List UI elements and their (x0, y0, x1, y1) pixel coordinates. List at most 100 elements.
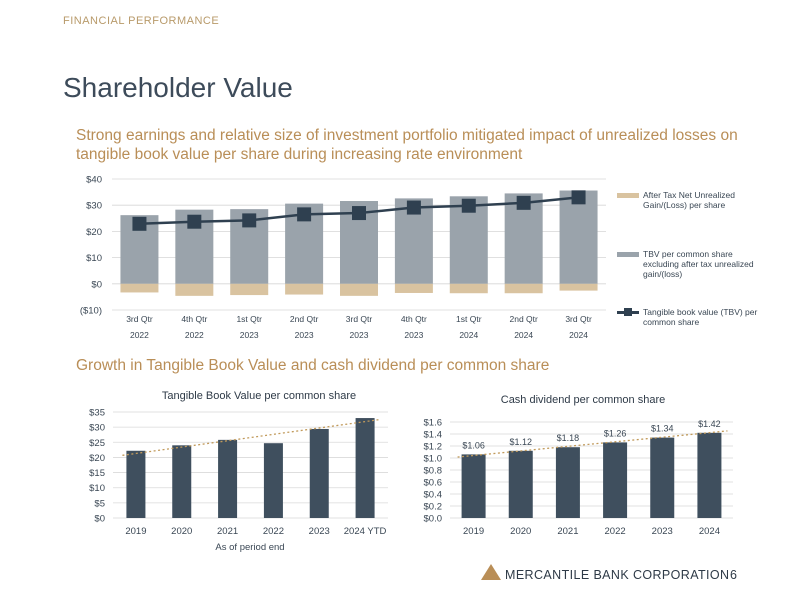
x-tick-label: 2023 (652, 526, 673, 537)
y-tick-label: $0.8 (424, 466, 443, 477)
x-tick-year: 2024 (569, 330, 588, 340)
x-tick-quarter: 3rd Qtr (126, 314, 153, 324)
x-tick-year: 2024 (459, 330, 478, 340)
x-tick-label: 2020 (510, 526, 531, 537)
x-tick-label: 2021 (557, 526, 578, 537)
gain-loss-bar (559, 283, 598, 291)
legend-swatch-tbv-ex (617, 252, 639, 257)
y-tick-label: $0 (94, 514, 105, 525)
y-tick-label: $10 (89, 483, 105, 494)
bar (508, 450, 533, 518)
bar (218, 439, 238, 518)
chart-title: Cash dividend per common share (501, 394, 665, 406)
tbv-ex-bar (559, 190, 598, 284)
data-label: $1.26 (604, 428, 627, 438)
page-number: 6 (730, 568, 737, 582)
trend-line (457, 430, 728, 458)
tbv-marker (187, 214, 202, 229)
gain-loss-bar (120, 283, 159, 293)
x-tick-year: 2023 (350, 330, 369, 340)
y-tick-label: $5 (94, 498, 105, 509)
x-tick-label: 2024 (699, 526, 720, 537)
tbv-marker (516, 195, 531, 210)
gain-loss-bar (230, 283, 269, 296)
bar (697, 432, 722, 518)
x-tick-quarter: 2nd Qtr (509, 314, 538, 324)
y-tick-label: $25 (89, 438, 105, 449)
x-tick-label: 2019 (463, 526, 484, 537)
x-tick-quarter: 1st Qtr (236, 314, 262, 324)
gain-loss-bar (394, 283, 433, 293)
x-tick-quarter: 4th Qtr (181, 314, 207, 324)
trend-line (122, 418, 381, 456)
y-tick-label: $1.4 (424, 430, 443, 441)
y-tick-label: $35 (89, 408, 105, 419)
tbv-marker (297, 207, 312, 222)
tbv-marker (132, 216, 147, 231)
y-tick-label: $40 (86, 175, 102, 186)
y-tick-label: $0 (91, 279, 102, 290)
x-tick-year: 2024 (514, 330, 533, 340)
x-tick-quarter: 3rd Qtr (346, 314, 373, 324)
x-tick-quarter: 4th Qtr (401, 314, 427, 324)
y-tick-label: $1.0 (424, 454, 443, 465)
y-tick-label: $0.6 (424, 478, 443, 489)
legend-marker-tbv-line (624, 308, 632, 316)
gain-loss-bar (449, 283, 488, 294)
x-tick-label: 2024 YTD (344, 526, 387, 537)
x-tick-year: 2022 (185, 330, 204, 340)
x-tick-year: 2023 (240, 330, 259, 340)
section-label: FINANCIAL PERFORMANCE (63, 15, 220, 27)
x-tick-label: 2022 (605, 526, 626, 537)
y-tick-label: $10 (86, 253, 102, 264)
y-tick-label: $0.2 (424, 502, 443, 513)
y-tick-label: $30 (89, 423, 105, 434)
y-tick-label: $0.4 (424, 490, 443, 501)
y-tick-label: $0.0 (424, 514, 443, 525)
bar (309, 428, 329, 518)
x-tick-year: 2022 (130, 330, 149, 340)
y-tick-label: $1.6 (424, 418, 443, 429)
x-tick-label: 2020 (171, 526, 192, 537)
tbv-marker (242, 213, 257, 228)
data-label: $1.42 (698, 419, 721, 429)
y-tick-label: $20 (89, 453, 105, 464)
x-tick-label: 2019 (125, 526, 146, 537)
bar (603, 442, 628, 518)
chart-title: Tangible Book Value per common share (162, 390, 356, 402)
y-tick-label: $20 (86, 227, 102, 238)
page-title: Shareholder Value (63, 72, 293, 103)
legend-label-gain-loss: After Tax Net Unrealized Gain/(Loss) per… (643, 190, 735, 210)
tbv-marker (406, 200, 421, 215)
x-tick-label: 2022 (263, 526, 284, 537)
x-tick-year: 2023 (295, 330, 314, 340)
subtitle: Strong earnings and relative size of inv… (76, 127, 738, 163)
bar (126, 450, 146, 518)
x-tick-label: 2023 (309, 526, 330, 537)
data-label: $1.12 (509, 437, 532, 447)
gain-loss-bar (504, 283, 543, 294)
bar (461, 454, 486, 518)
bar (555, 447, 580, 518)
bar (355, 418, 375, 518)
legend-label-tbv-ex: TBV per common share excluding after tax… (643, 249, 754, 279)
gain-loss-bar (285, 283, 324, 295)
company-name: MERCANTILE BANK CORPORATION (505, 568, 730, 582)
data-label: $1.34 (651, 424, 674, 434)
bar (650, 437, 675, 518)
tbv-marker (571, 190, 586, 205)
tbv-marker (352, 206, 366, 221)
x-tick-label: 2021 (217, 526, 238, 537)
y-tick-label: ($10) (80, 306, 102, 317)
legend-swatch-gain-loss (617, 193, 639, 198)
y-tick-label: $30 (86, 201, 102, 212)
x-tick-quarter: 3rd Qtr (565, 314, 592, 324)
x-axis-label: As of period end (215, 542, 284, 553)
gain-loss-bar (340, 283, 378, 296)
tbv-marker (461, 198, 476, 213)
bar (263, 443, 283, 518)
y-tick-label: $15 (89, 468, 105, 479)
